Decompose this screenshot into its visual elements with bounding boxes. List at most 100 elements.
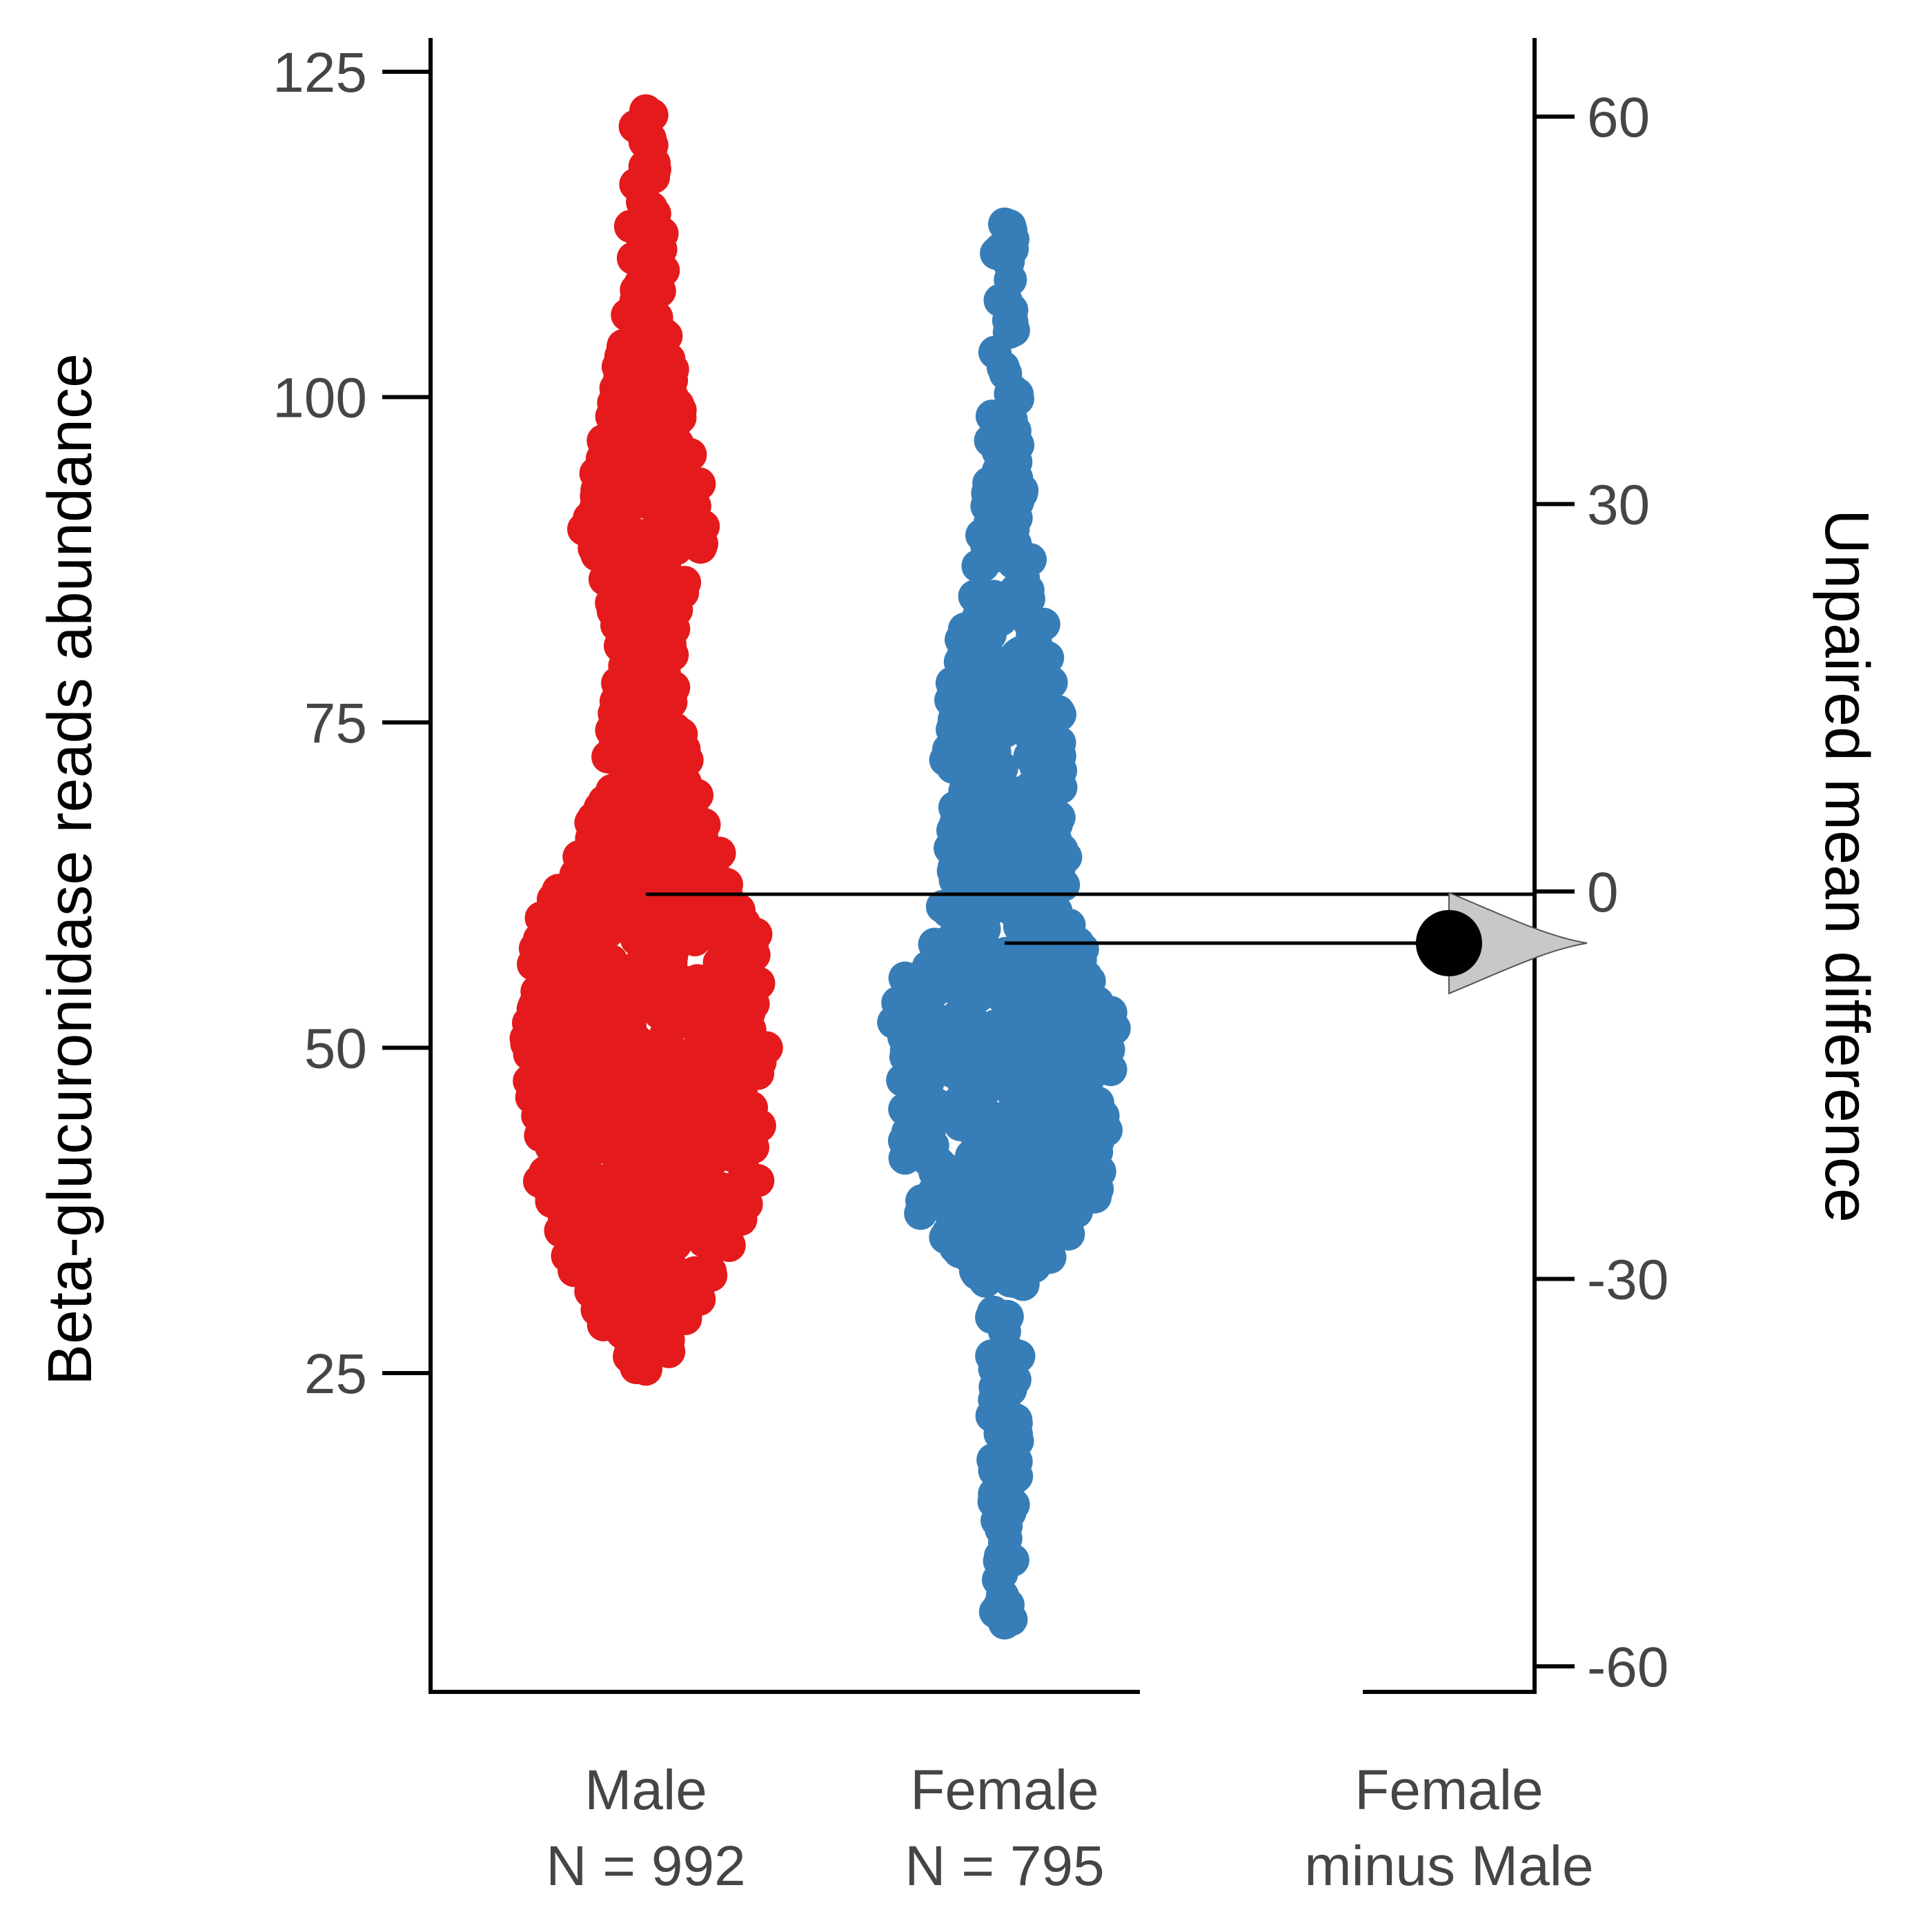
data-point [969, 1012, 1003, 1046]
data-point [994, 1372, 1027, 1406]
swarm-female [877, 207, 1131, 1640]
data-point [1029, 885, 1063, 918]
data-point [1003, 647, 1036, 680]
data-point [977, 1050, 1011, 1084]
data-point [545, 1107, 579, 1141]
data-point [591, 1170, 624, 1203]
data-point [1012, 1007, 1045, 1041]
data-point [905, 1184, 939, 1218]
data-point [976, 1295, 1010, 1329]
data-point [694, 1259, 728, 1292]
data-point [667, 732, 701, 766]
data-point [969, 825, 1003, 858]
data-point [702, 836, 736, 870]
data-point [918, 1100, 952, 1134]
data-point [736, 925, 769, 958]
right-tick-label--60: -60 [1587, 1636, 1669, 1699]
data-point [622, 846, 656, 880]
data-point [629, 94, 662, 128]
data-point [654, 945, 688, 979]
data-point [1020, 1222, 1053, 1256]
data-point [1007, 820, 1041, 854]
data-point [578, 1194, 611, 1228]
data-point [984, 1121, 1018, 1155]
data-point [534, 1176, 567, 1210]
data-point [591, 1014, 625, 1048]
data-point [722, 894, 756, 927]
data-point [607, 545, 640, 579]
data-point [620, 1168, 653, 1202]
data-point [960, 611, 994, 645]
data-point [957, 715, 991, 749]
effect-size-plot [1416, 891, 1588, 995]
data-point [646, 1105, 680, 1139]
data-point [576, 802, 610, 836]
data-point [729, 1187, 763, 1221]
x-axis-labels: Male N = 992 Female N = 795 Female minus… [546, 1759, 1593, 1897]
data-point [966, 902, 1000, 936]
data-point [1008, 1171, 1042, 1205]
data-point [996, 313, 1030, 347]
left-axis-label: Beta-glucuronidase reads abundance [36, 353, 105, 1386]
data-point [625, 406, 659, 440]
data-point [593, 1080, 627, 1114]
data-point [704, 1172, 738, 1205]
data-point [658, 584, 692, 618]
data-point [988, 1526, 1021, 1559]
data-point [1012, 582, 1045, 615]
data-point [626, 205, 660, 239]
x-label-female-n: N = 795 [905, 1835, 1104, 1897]
data-point [657, 612, 691, 646]
data-point [931, 733, 965, 767]
data-point [515, 1081, 549, 1114]
data-point [636, 152, 670, 186]
data-point [613, 477, 647, 510]
data-point [600, 771, 634, 805]
data-point [1060, 1194, 1094, 1228]
left-tick-label-125: 125 [273, 41, 367, 104]
data-point [712, 1057, 745, 1091]
data-point [558, 1009, 591, 1043]
data-point [615, 802, 649, 836]
data-point [621, 1305, 655, 1339]
data-point [1026, 1127, 1060, 1161]
data-point [924, 1040, 958, 1073]
data-point [1000, 1081, 1034, 1114]
data-point [593, 740, 627, 774]
data-point [888, 961, 922, 995]
data-point [608, 1055, 641, 1089]
data-point [631, 584, 664, 618]
data-point [974, 424, 1007, 457]
data-point [606, 616, 639, 650]
data-point [891, 1014, 925, 1047]
left-y-axis: 25 50 75 100 125 [273, 38, 1140, 1694]
right-y-axis: 60 30 0 -30 -60 [1363, 38, 1669, 1699]
data-point [988, 983, 1022, 1017]
left-tick-label-100: 100 [273, 367, 367, 430]
data-point [518, 931, 552, 965]
data-point [983, 1225, 1016, 1259]
data-point [954, 645, 987, 679]
data-point [639, 917, 673, 951]
data-point [1032, 773, 1065, 807]
data-point [638, 268, 672, 302]
data-point [628, 373, 662, 407]
data-point [564, 942, 598, 976]
data-point [1033, 691, 1067, 725]
data-point [551, 1239, 584, 1273]
data-point [980, 591, 1014, 625]
data-point [1049, 1067, 1083, 1100]
data-point [636, 765, 670, 798]
data-point [951, 1196, 985, 1230]
data-point [578, 493, 612, 527]
data-point [684, 1220, 718, 1254]
x-label-male-n: N = 992 [546, 1835, 745, 1897]
right-tick-label-0: 0 [1587, 861, 1619, 924]
data-point [985, 1579, 1019, 1613]
data-point [682, 467, 716, 501]
right-tick-label--30: -30 [1587, 1249, 1669, 1312]
data-point [640, 728, 673, 762]
data-point [607, 328, 640, 362]
data-point [715, 980, 749, 1014]
